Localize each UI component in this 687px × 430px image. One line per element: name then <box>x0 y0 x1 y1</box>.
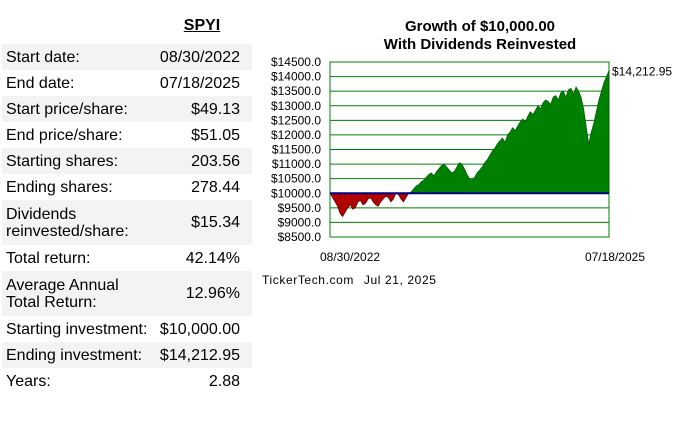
y-tick-label: $14000.0 <box>271 70 321 84</box>
y-tick-label: $13000.0 <box>271 99 321 113</box>
stat-label: End price/share: <box>6 126 123 144</box>
y-tick-label: $8500.0 <box>278 230 322 244</box>
stat-label: Starting shares: <box>2 148 156 174</box>
stat-label: Start price/share: <box>2 96 156 122</box>
y-tick-label: $12000.0 <box>271 128 321 142</box>
credit-site: TickerTech.com <box>262 273 354 287</box>
stats-row-start-price: Start price/share: $49.13 <box>2 96 252 122</box>
stat-value: 07/18/2025 <box>159 74 240 92</box>
y-tick-label: $10000.0 <box>271 186 321 200</box>
stats-row-total-return: Total return: 42.14% <box>2 245 252 271</box>
stats-row-annual-return: Average Annual Total Return: 12.96% <box>2 271 252 316</box>
growth-chart: $14500.0$14000.0$13500.0$13000.0$12500.0… <box>271 55 672 264</box>
y-tick-label: $12500.0 <box>271 113 321 127</box>
chart-title-block: Growth of $10,000.00 With Dividends Rein… <box>330 18 630 54</box>
stats-row-years: Years: 2.88 <box>2 368 252 394</box>
stat-label: Start date: <box>2 44 156 70</box>
ticker-symbol[interactable]: SPYI <box>183 17 221 34</box>
stat-label: Starting investment: <box>6 320 148 338</box>
y-tick-label: $11000.0 <box>272 157 321 171</box>
stat-label: End date: <box>6 74 75 92</box>
stat-value: 203.56 <box>155 148 252 174</box>
y-tick-label: $11500.0 <box>272 143 321 157</box>
stat-value: 42.14% <box>185 249 240 267</box>
y-tick-label: $9500.0 <box>278 201 322 215</box>
stat-label: Ending investment: <box>2 342 156 368</box>
stat-value: $10,000.00 <box>159 320 240 338</box>
stats-row-end-price: End price/share: $51.05 <box>2 122 252 148</box>
chart-title: Growth of $10,000.00 <box>404 18 556 35</box>
end-value-label: $14,212.95 <box>612 64 672 78</box>
y-tick-label: $10500.0 <box>271 172 321 186</box>
stat-value: $15.34 <box>155 200 252 245</box>
x-end-label: 07/18/2025 <box>585 250 645 264</box>
stats-row-end-date: End date: 07/18/2025 <box>2 70 252 96</box>
stat-value: 2.88 <box>208 372 240 390</box>
stat-value: 08/30/2022 <box>155 44 252 70</box>
stats-table: Start date: 08/30/2022 End date: 07/18/2… <box>2 44 252 394</box>
credit-date: Jul 21, 2025 <box>363 273 437 287</box>
stat-label: Average Annual Total Return: <box>2 271 156 316</box>
stats-row-starting-investment: Starting investment: $10,000.00 <box>2 316 252 342</box>
stat-label: Ending shares: <box>6 178 113 196</box>
stat-label: Total return: <box>6 249 91 267</box>
y-tick-label: $13500.0 <box>271 84 321 98</box>
chart-subtitle: With Dividends Reinvested <box>383 36 577 53</box>
stats-row-start-date: Start date: 08/30/2022 <box>2 44 252 70</box>
stat-value: $49.13 <box>155 96 252 122</box>
y-tick-label: $14500.0 <box>271 55 321 69</box>
y-tick-label: $9000.0 <box>278 215 322 229</box>
stat-value: $51.05 <box>191 126 240 144</box>
stats-row-ending-shares: Ending shares: 278.44 <box>2 174 252 200</box>
stats-row-starting-shares: Starting shares: 203.56 <box>2 148 252 174</box>
stats-row-dividends: Dividends reinvested/share: $15.34 <box>2 200 252 245</box>
chart-credit: TickerTech.com Jul 21, 2025 <box>262 273 443 287</box>
stat-value: 278.44 <box>191 178 240 196</box>
stats-row-ending-investment: Ending investment: $14,212.95 <box>2 342 252 368</box>
stat-value: $14,212.95 <box>155 342 252 368</box>
stat-label: Dividends reinvested/share: <box>2 200 156 245</box>
x-start-label: 08/30/2022 <box>320 250 380 264</box>
stat-value: 12.96% <box>155 271 252 316</box>
stat-label: Years: <box>6 372 51 390</box>
